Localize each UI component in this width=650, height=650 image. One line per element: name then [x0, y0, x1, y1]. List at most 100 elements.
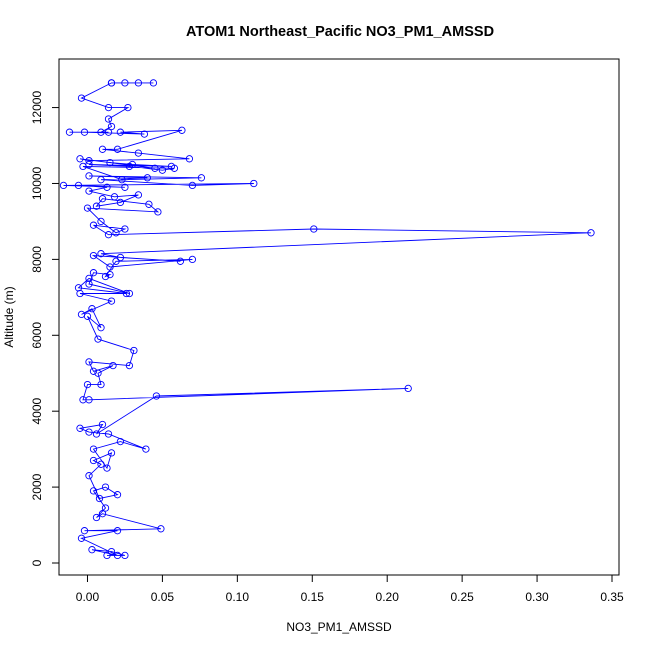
data-point — [92, 513, 101, 522]
data-point — [89, 251, 98, 260]
data-point — [85, 472, 93, 480]
data-point — [134, 191, 143, 199]
data-point — [77, 534, 86, 542]
data-point — [113, 145, 122, 153]
data-point — [85, 274, 93, 283]
data-point — [104, 430, 113, 438]
data-point — [176, 257, 185, 265]
data-point — [310, 225, 318, 233]
data-point — [97, 324, 105, 332]
y-tick-label: 0 — [30, 559, 44, 566]
data-point — [76, 424, 84, 432]
data-point — [104, 115, 113, 123]
x-tick-label: 0.20 — [376, 590, 400, 604]
data-point — [92, 430, 101, 438]
data-point — [250, 179, 258, 188]
data-point — [121, 225, 129, 233]
data-point — [98, 145, 107, 153]
data-point — [125, 289, 134, 298]
data-point — [65, 128, 74, 136]
x-tick-label: 0.10 — [226, 590, 250, 604]
data-point — [85, 187, 93, 195]
data-point — [101, 272, 110, 281]
data-point — [97, 128, 105, 136]
data-point — [134, 149, 143, 157]
data-point — [97, 217, 105, 226]
data-point — [112, 257, 120, 265]
x-axis: 0.00 0.05 0.10 0.15 0.20 0.25 0.30 0.35 — [76, 574, 624, 604]
data-point — [121, 551, 129, 560]
x-tick-label: 0.15 — [301, 590, 325, 604]
data-point — [404, 384, 412, 393]
data-point — [83, 380, 92, 389]
data-point — [74, 181, 83, 190]
data-point — [98, 420, 107, 429]
data-point — [80, 128, 89, 136]
data-point — [125, 361, 134, 370]
y-tick-label: 12000 — [30, 91, 44, 125]
data-point — [97, 380, 105, 389]
data-point — [134, 79, 143, 87]
data-point — [85, 157, 93, 165]
data-point — [128, 160, 137, 169]
y-tick-label: 10000 — [30, 166, 44, 200]
x-tick-label: 0.30 — [525, 590, 549, 604]
data-point — [116, 128, 125, 136]
data-point — [103, 183, 111, 191]
data-point — [121, 183, 129, 191]
data-point — [97, 176, 105, 184]
data-point — [107, 79, 116, 87]
data-point — [104, 103, 113, 112]
data-point — [113, 491, 122, 499]
data-point — [104, 128, 113, 136]
data-point — [185, 155, 194, 163]
data-point — [107, 297, 116, 305]
data-point — [97, 250, 105, 258]
data-point — [94, 335, 102, 343]
data-point — [85, 280, 93, 288]
data-point — [94, 369, 102, 377]
data-point — [149, 79, 158, 87]
data-point — [88, 546, 96, 554]
data-point — [118, 176, 126, 184]
series-line — [63, 82, 592, 556]
data-point — [188, 255, 197, 264]
data-point — [107, 449, 116, 457]
plot-frame — [58, 58, 620, 576]
data-point — [151, 164, 159, 172]
data-point — [107, 547, 116, 556]
data-point — [95, 494, 104, 503]
data-point — [142, 445, 150, 453]
data-point — [143, 174, 152, 182]
data-point — [106, 263, 114, 271]
data-point — [152, 392, 161, 400]
data-point — [76, 155, 84, 163]
data-point — [145, 200, 153, 208]
x-tick-label: 0.00 — [76, 590, 100, 604]
data-series — [59, 79, 595, 560]
data-point — [188, 181, 197, 190]
data-point — [112, 229, 120, 237]
data-point — [98, 510, 107, 518]
data-point — [197, 174, 206, 182]
data-point — [79, 396, 87, 404]
data-point — [110, 193, 119, 201]
data-point — [77, 94, 86, 102]
data-point — [89, 456, 98, 465]
data-point — [98, 195, 107, 203]
data-point — [101, 504, 110, 512]
data-point — [157, 525, 165, 533]
chart-title: ATOM1 Northeast_Pacific NO3_PM1_AMSSD — [186, 24, 494, 40]
data-point — [89, 445, 98, 453]
data-point — [97, 460, 105, 468]
data-point — [104, 231, 113, 239]
data-point — [178, 126, 186, 134]
data-point — [103, 464, 111, 472]
data-point — [85, 160, 93, 169]
data-point — [106, 158, 114, 167]
x-tick-label: 0.35 — [600, 590, 624, 604]
y-tick-label: 2000 — [30, 473, 44, 500]
data-point — [89, 487, 98, 495]
data-point — [113, 527, 122, 535]
